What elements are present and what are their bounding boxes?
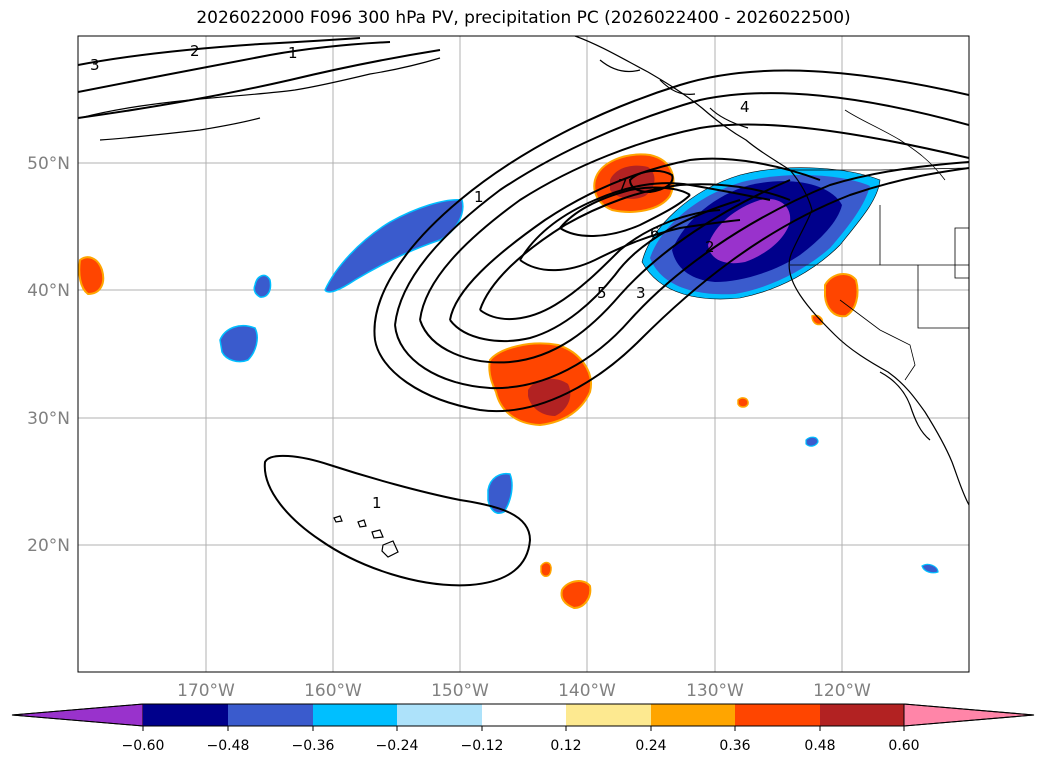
lat-label-30n: 30°N xyxy=(27,409,70,429)
colorbar-bin-1 xyxy=(143,704,228,726)
cbar-tick-8: 0.48 xyxy=(804,738,835,754)
pv-1-hawaii: 1 xyxy=(372,494,382,512)
pv-contours xyxy=(78,37,969,587)
precip-positive-california xyxy=(824,273,859,318)
lon-label-150w: 150°W xyxy=(431,681,489,701)
precip-negative-band-north xyxy=(324,199,464,293)
pv-6-center: 6 xyxy=(650,224,660,242)
colorbar-bin-6 xyxy=(566,704,651,726)
precip-negative-small-3 xyxy=(487,472,513,514)
colorbar-bin-4 xyxy=(397,704,482,726)
lat-label-40n: 40°N xyxy=(27,281,70,301)
lon-label-140w: 140°W xyxy=(558,681,616,701)
precip-positive-mid-ocean xyxy=(488,342,592,427)
lat-label-50n: 50°N xyxy=(27,154,70,174)
colorbar-tick-labels: −0.60 −0.48 −0.36 −0.24 −0.12 0.12 0.24 … xyxy=(122,738,920,754)
precip-negative-small-4 xyxy=(805,436,819,447)
pv-1-northwest: 1 xyxy=(288,44,298,62)
pv-1-ridge: 1 xyxy=(474,188,484,206)
cbar-tick-7: 0.36 xyxy=(719,738,750,754)
colorbar-extend-low xyxy=(11,703,144,727)
pv-5-trough: 5 xyxy=(597,284,607,302)
pv-7-center: 7 xyxy=(618,176,628,194)
colorbar-tick-marks xyxy=(142,726,905,731)
cbar-tick-5: 0.12 xyxy=(550,738,581,754)
precip-negative-small-5 xyxy=(921,563,939,574)
pv-2-trough: 2 xyxy=(705,238,715,256)
colorbar-bin-2 xyxy=(228,704,313,726)
precip-positive-south-1 xyxy=(560,580,592,610)
map-title: 2026022000 F096 300 hPa PV, precipitatio… xyxy=(196,8,851,28)
pv-contour-labels: 3 2 1 1 4 7 6 5 3 2 1 xyxy=(90,42,750,512)
pv-3-trough: 3 xyxy=(636,284,646,302)
map-frame xyxy=(77,35,970,673)
gridlines xyxy=(78,36,969,672)
cbar-tick-4: −0.12 xyxy=(461,738,504,754)
colorbar-bin-8 xyxy=(735,704,820,726)
cbar-tick-6: 0.24 xyxy=(635,738,666,754)
lon-label-130w: 130°W xyxy=(686,681,744,701)
precip-positive-south-2 xyxy=(540,561,552,577)
colorbar-bin-5 xyxy=(482,704,566,726)
pv-2-northwest: 2 xyxy=(190,42,200,60)
colorbar-bin-3 xyxy=(313,704,397,726)
colorbar-bin-9 xyxy=(820,704,904,726)
colorbar-bin-7 xyxy=(651,704,735,726)
longitude-labels: 170°W 160°W 150°W 140°W 130°W 120°W xyxy=(177,681,871,701)
cbar-tick-2: −0.36 xyxy=(292,738,335,754)
hawaii-islands xyxy=(333,515,399,558)
precip-positive-west-edge xyxy=(78,256,105,296)
precip-negative-small-2 xyxy=(219,324,258,363)
pv-3-northwest: 3 xyxy=(90,56,100,74)
precip-negative-small-1 xyxy=(253,274,272,298)
colorbar-extend-high xyxy=(903,703,1035,727)
cbar-tick-3: −0.24 xyxy=(376,738,419,754)
cbar-tick-0: −0.60 xyxy=(122,738,165,754)
lat-label-20n: 20°N xyxy=(27,536,70,556)
pv-4-northeast: 4 xyxy=(740,98,750,116)
lon-label-160w: 160°W xyxy=(304,681,362,701)
precip-positive-small-3 xyxy=(737,397,749,408)
cbar-tick-9: 0.60 xyxy=(888,738,919,754)
lon-label-170w: 170°W xyxy=(177,681,235,701)
colorbar xyxy=(11,703,1035,727)
precip-negative-pacific-nw xyxy=(641,167,881,300)
latitude-labels: 50°N 40°N 30°N 20°N xyxy=(27,154,70,556)
cbar-tick-1: −0.48 xyxy=(207,738,250,754)
lon-label-120w: 120°W xyxy=(813,681,871,701)
